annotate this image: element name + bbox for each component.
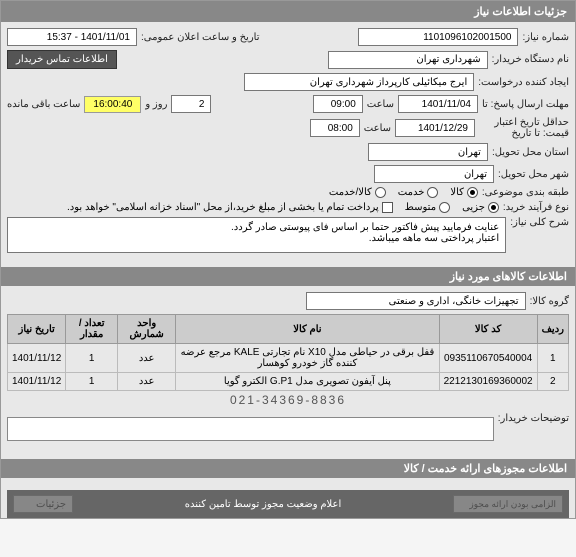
class-radio-goods[interactable]: کالا bbox=[450, 187, 478, 198]
buytype-radio-medium[interactable]: متوسط bbox=[405, 202, 450, 213]
table-cell: 1401/11/12 bbox=[8, 344, 66, 373]
city-label: شهر محل تحویل: bbox=[498, 169, 569, 180]
requester-label: ایجاد کننده درخواست: bbox=[478, 77, 569, 88]
deadline-time: 09:00 bbox=[313, 95, 363, 113]
table-cell: 1 bbox=[66, 373, 118, 391]
license-table-header: الزامی بودن ارائه مجوز اعلام وضعیت مجوز … bbox=[7, 490, 569, 518]
group-field: تجهیزات خانگی، اداری و صنعتی bbox=[306, 292, 526, 310]
table-header: نام کالا bbox=[176, 315, 439, 344]
buyer-notes-box bbox=[7, 417, 494, 441]
table-cell: 2 bbox=[537, 373, 568, 391]
goods-table: ردیفکد کالانام کالاواحد شمارشتعداد / مقد… bbox=[7, 314, 569, 391]
table-row: 10935110670540004قفل برقی در حیاطی مدل X… bbox=[8, 344, 569, 373]
city-field: تهران bbox=[374, 165, 494, 183]
deadline-date: 1401/11/04 bbox=[398, 95, 478, 113]
table-cell: قفل برقی در حیاطی مدل X10 نام تجارتی KAL… bbox=[176, 344, 439, 373]
deadline-label: مهلت ارسال پاسخ: تا bbox=[482, 99, 569, 110]
province-label: استان محل تحویل: bbox=[492, 147, 569, 158]
mandatory-col: الزامی بودن ارائه مجوز bbox=[453, 495, 563, 513]
table-cell: 0935110670540004 bbox=[439, 344, 537, 373]
buyer-notes-label: توضیحات خریدار: bbox=[498, 413, 569, 424]
days-remaining: 2 bbox=[171, 95, 211, 113]
buyer-label: نام دستگاه خریدار: bbox=[492, 54, 569, 65]
table-cell: عدد bbox=[118, 373, 176, 391]
table-cell: 1 bbox=[66, 344, 118, 373]
province-field: تهران bbox=[368, 143, 488, 161]
table-cell: 2212130169360002 bbox=[439, 373, 537, 391]
time-label-1: ساعت bbox=[367, 99, 394, 110]
valid-label: حداقل تاریخ اعتبار قیمت: تا تاریخ bbox=[479, 117, 569, 139]
table-cell: 1 bbox=[537, 344, 568, 373]
details-panel: جزئیات اطلاعات نیاز شماره نیاز: 11010961… bbox=[0, 0, 576, 519]
buyer-field: شهرداری تهران bbox=[328, 51, 488, 69]
req-no-field: 1101096102001500 bbox=[358, 28, 518, 46]
table-cell: پنل آیفون تصویری مدل G.P1 الکترو گویا bbox=[176, 373, 439, 391]
phone-number: 021-34369-8836 bbox=[7, 393, 569, 407]
table-row: 22212130169360002پنل آیفون تصویری مدل G.… bbox=[8, 373, 569, 391]
announce-label: تاریخ و ساعت اعلان عمومی: bbox=[141, 32, 260, 43]
group-label: گروه کالا: bbox=[530, 296, 569, 307]
table-header: تعداد / مقدار bbox=[66, 315, 118, 344]
countdown-timer: 16:00:40 bbox=[84, 96, 141, 113]
time-label-2: ساعت bbox=[364, 123, 391, 134]
table-cell: 1401/11/12 bbox=[8, 373, 66, 391]
announce-field: 1401/11/01 - 15:37 bbox=[7, 28, 137, 46]
class-label: طبقه بندی موضوعی: bbox=[482, 187, 569, 198]
class-radio-both[interactable]: کالا/خدمت bbox=[329, 187, 386, 198]
table-header: واحد شمارش bbox=[118, 315, 176, 344]
buyer-contact-button[interactable]: اطلاعات تماس خریدار bbox=[7, 50, 117, 69]
table-header: تاریخ نیاز bbox=[8, 315, 66, 344]
req-no-label: شماره نیاز: bbox=[522, 32, 569, 43]
class-radio-group: کالا خدمت کالا/خدمت bbox=[329, 187, 478, 198]
buytype-check-treasury[interactable]: پرداخت تمام یا بخشی از مبلغ خرید،از محل … bbox=[67, 202, 393, 213]
requester-field: ایرج میکائیلی کارپرداز شهرداری تهران bbox=[244, 73, 474, 91]
remaining-label: ساعت باقی مانده bbox=[7, 99, 80, 110]
desc-label: شرح کلی نیاز: bbox=[510, 217, 569, 228]
table-header: ردیف bbox=[537, 315, 568, 344]
panel-header: جزئیات اطلاعات نیاز bbox=[1, 1, 575, 22]
valid-date: 1401/12/29 bbox=[395, 119, 475, 137]
buytype-label: نوع فرآیند خرید: bbox=[503, 202, 569, 213]
table-cell: عدد bbox=[118, 344, 176, 373]
license-section-header: اطلاعات مجوزهای ارائه خدمت / کالا bbox=[1, 459, 575, 478]
table-header: کد کالا bbox=[439, 315, 537, 344]
buytype-radio-partial[interactable]: جزیی bbox=[462, 202, 499, 213]
details-col: جزئیات bbox=[13, 495, 73, 513]
goods-section-header: اطلاعات کالاهای مورد نیاز bbox=[1, 267, 575, 286]
buytype-radio-group: جزیی متوسط پرداخت تمام یا بخشی از مبلغ خ… bbox=[67, 202, 499, 213]
desc-textarea: عنایت فرمایید پیش فاکتور حتما بر اساس فا… bbox=[7, 217, 506, 253]
class-radio-service[interactable]: خدمت bbox=[398, 187, 439, 198]
valid-time: 08:00 bbox=[310, 119, 360, 137]
days-label: روز و bbox=[145, 99, 167, 110]
status-col: اعلام وضعیت مجوز توسط تامین کننده bbox=[177, 499, 350, 510]
